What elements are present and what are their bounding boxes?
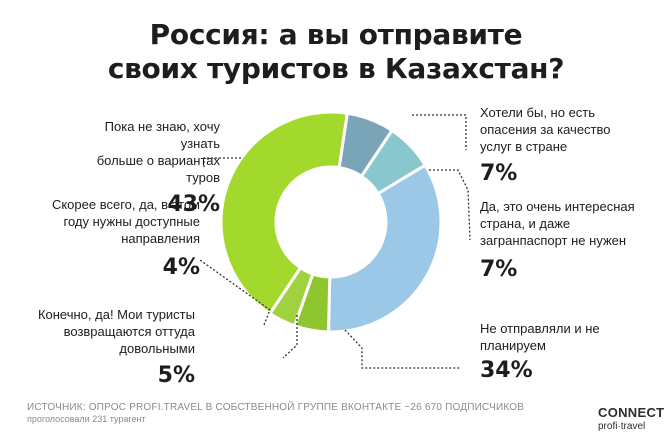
label-interesnaya-line-1: Да, это очень интересная [480,199,635,214]
slice-ne-otpravlyali [326,163,443,334]
logo-line-1: CONNECT [598,405,665,420]
leader-line-skoree [199,259,271,326]
leader-line-interesnaya [429,169,471,241]
title-line-1: Россия: а вы отправите [149,18,523,51]
label-interesnaya-value: 7% [480,257,518,282]
label-konechno-line-2: возвращаются оттуда [63,324,195,339]
label-opaseniya-line-1: Хотели бы, но есть [480,105,596,120]
label-poka-value: 43% [167,192,220,217]
leader-lines [199,114,471,369]
label-skoree-value: 4% [162,255,200,280]
label-ne-otpravlyali-line-1: Не отправляли и не [480,321,600,336]
connect-logo: CONNECT profi·travel [598,406,664,434]
title-line-2: своих туристов в Казахстан? [107,52,565,85]
logo-line-2: profi·travel [598,421,646,432]
source-text: ИСТОЧНИК: ОПРОС PROFI.TRAVEL В СОБСТВЕНН… [27,402,525,413]
donut-slices [219,110,443,334]
chart-title: Россия: а вы отправите своих туристов в … [0,18,672,86]
label-ne-otpravlyali: Не отправляли и не планируем 34% [480,320,660,384]
label-opaseniya: Хотели бы, но есть опасения за качество … [480,104,660,187]
label-skoree-line-2: году нужны доступные [63,214,200,229]
label-interesnaya-line-3: загранпаспорт не нужен [480,233,627,248]
leader-line-konechno [282,315,298,359]
leader-line-poka [203,157,241,168]
label-ne-otpravlyali-value: 34% [480,358,533,383]
label-poka-line-1: Пока не знаю, хочу узнать [104,119,220,151]
label-ne-otpravlyali-line-2: планируем [480,338,546,353]
label-konechno: Конечно, да! Мои туристы возвращаются от… [25,306,195,389]
label-konechno-value: 5% [157,363,195,388]
source-subtext: проголосовали 231 турагент [27,414,146,424]
label-poka: Пока не знаю, хочу узнать больше о вариа… [80,118,220,218]
label-interesnaya-line-2: страна, и даже [480,216,571,231]
label-konechno-line-1: Конечно, да! Мои туристы [37,307,195,322]
label-konechno-line-3: довольными [119,341,195,356]
slice-poka [219,110,349,316]
label-skoree-line-3: направления [121,231,200,246]
label-skoree-line-1: Скорее всего, да, в этом [51,197,200,212]
label-opaseniya-line-3: услуг в стране [480,139,568,154]
leader-line-ne-otpravlyali [344,329,460,369]
label-skoree: Скорее всего, да, в этом году нужны дост… [30,196,200,281]
label-opaseniya-value: 7% [480,161,518,186]
leader-line-opaseniya [412,114,467,150]
source-note: ИСТОЧНИК: ОПРОС PROFI.TRAVEL В СОБСТВЕНН… [27,402,524,424]
label-opaseniya-line-2: опасения за качество [480,122,611,137]
label-interesnaya: Да, это очень интересная страна, и даже … [480,198,660,283]
label-poka-line-2: больше о вариантах туров [96,153,220,185]
